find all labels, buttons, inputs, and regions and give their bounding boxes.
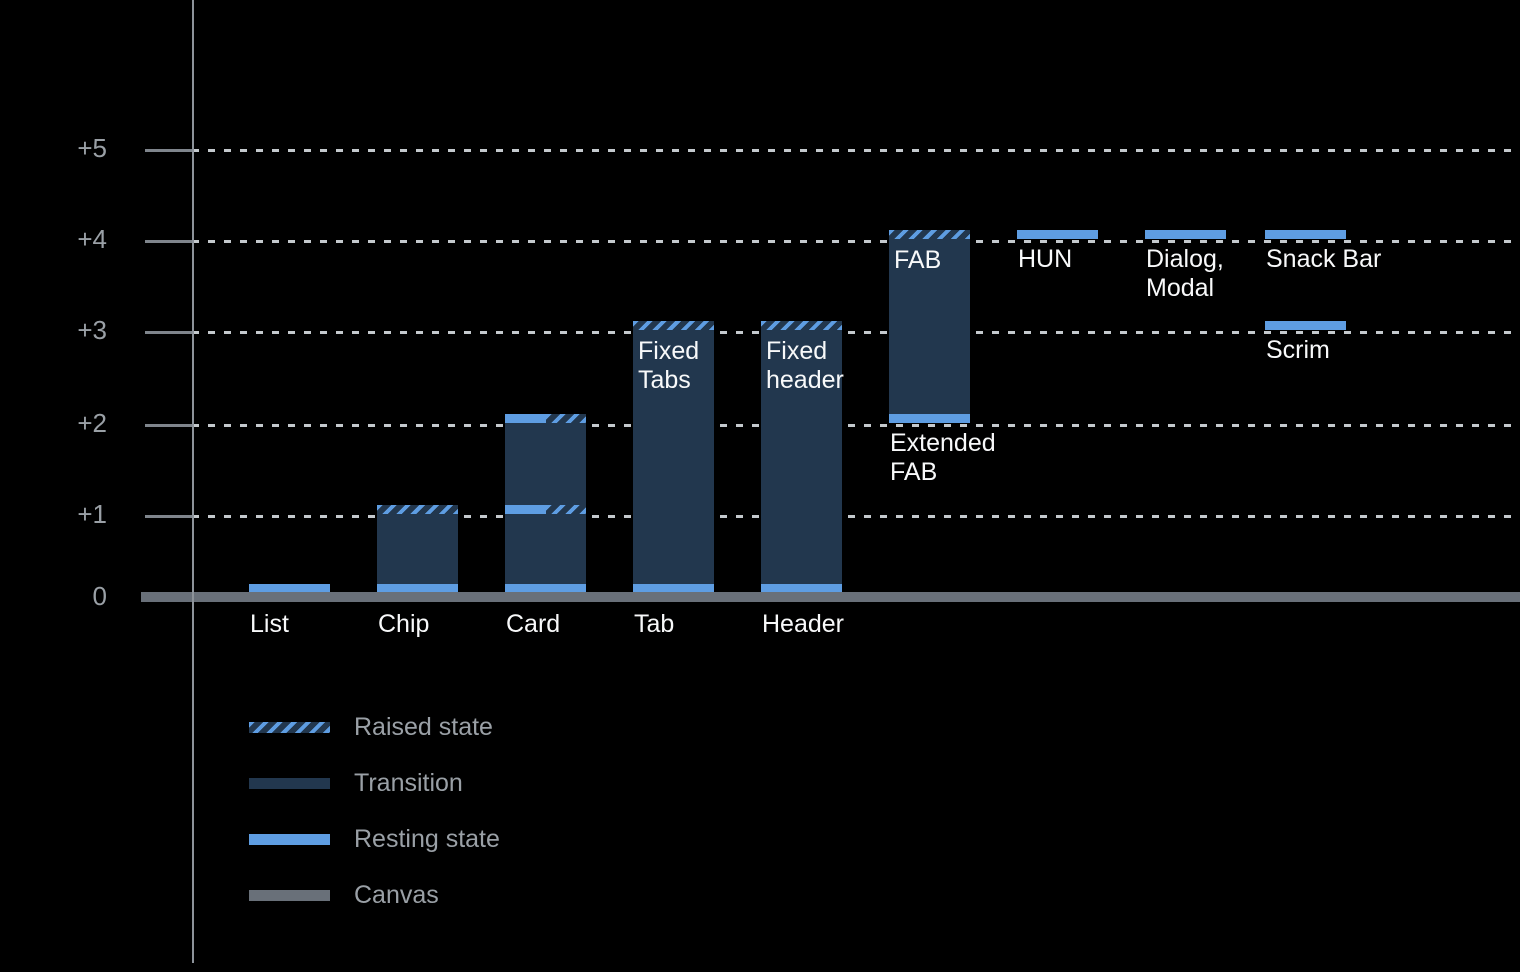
snack-bar-label: Snack Bar — [1266, 245, 1382, 273]
ytick-label-+4: +4 — [77, 224, 107, 254]
canvas-line — [141, 592, 1520, 602]
chip-label: Chip — [378, 610, 430, 638]
ytick-label-0: 0 — [92, 581, 107, 611]
card-split-raised-half — [545, 504, 586, 514]
dialog-modal-segment-resting — [1145, 229, 1226, 239]
tick-+2 — [145, 424, 192, 427]
tick-+4 — [145, 240, 192, 243]
card-split-raised-half — [545, 413, 586, 423]
header-segment-transition — [761, 330, 842, 585]
card-label: Card — [506, 610, 561, 638]
gridline-+4 — [192, 240, 1520, 243]
scrim-segment-resting — [1265, 320, 1346, 330]
tab-segment-raised — [633, 320, 714, 330]
raised-swatch-icon — [249, 721, 330, 733]
legend-label-canvas: Canvas — [354, 880, 439, 909]
legend-label-transition: Transition — [354, 768, 463, 797]
list-segment-resting — [249, 584, 330, 592]
header-label: Header — [762, 610, 844, 638]
chip-segment-raised — [377, 504, 458, 514]
hun-label: HUN — [1018, 245, 1073, 273]
tick-+1 — [145, 515, 192, 518]
tab-label: Tab — [634, 610, 675, 638]
gridline-+1 — [192, 515, 1520, 518]
card-segment-split — [505, 504, 586, 514]
card-segment-transition — [505, 423, 586, 505]
ytick-label-+5: +5 — [77, 133, 107, 163]
snack-bar-segment-resting — [1265, 229, 1346, 239]
extended-fab-segment-transition — [889, 239, 970, 414]
resting-swatch-icon — [249, 833, 330, 845]
card-split-resting-half — [505, 504, 546, 514]
tab-segment-resting — [633, 584, 714, 592]
ytick-label-+2: +2 — [77, 408, 107, 438]
legend-item-raised: Raised state — [249, 713, 500, 741]
card-segment-split — [505, 413, 586, 423]
extended-fab-segment-resting — [889, 413, 970, 423]
tick-+5 — [145, 149, 192, 152]
card-segment-transition — [505, 514, 586, 585]
ytick-label-+3: +3 — [77, 315, 107, 345]
dialog-modal-label: Dialog, Modal — [1146, 245, 1224, 302]
card-split-resting-half — [505, 413, 546, 423]
list-label: List — [250, 610, 289, 638]
header-segment-resting — [761, 584, 842, 592]
card-segment-resting — [505, 584, 586, 592]
canvas-swatch-icon — [249, 889, 330, 901]
tab-inner-label: Fixed Tabs — [638, 336, 700, 394]
header-inner-label: Fixed header — [766, 336, 844, 394]
y-axis-line — [192, 0, 194, 963]
gridline-+3 — [192, 331, 1520, 334]
extended-fab-label: Extended FAB — [890, 429, 996, 486]
chip-segment-resting — [377, 584, 458, 592]
ytick-label-+1: +1 — [77, 499, 107, 529]
scrim-label: Scrim — [1266, 336, 1330, 364]
extended-fab-inner-label: FAB — [894, 245, 942, 274]
extended-fab-segment-raised — [889, 229, 970, 239]
legend-item-transition: Transition — [249, 769, 500, 797]
tick-+3 — [145, 331, 192, 334]
tab-segment-transition — [633, 330, 714, 585]
chip-segment-transition — [377, 514, 458, 585]
gridline-+5 — [192, 149, 1520, 152]
legend-label-resting: Resting state — [354, 824, 500, 853]
transition-swatch-icon — [249, 777, 330, 789]
gridline-+2 — [192, 424, 1520, 427]
legend-label-raised: Raised state — [354, 712, 493, 741]
legend: Raised state Transition Resting state Canva… — [249, 713, 500, 937]
header-segment-raised — [761, 320, 842, 330]
hun-segment-resting — [1017, 229, 1098, 239]
legend-item-canvas: Canvas — [249, 881, 500, 909]
legend-item-resting: Resting state — [249, 825, 500, 853]
